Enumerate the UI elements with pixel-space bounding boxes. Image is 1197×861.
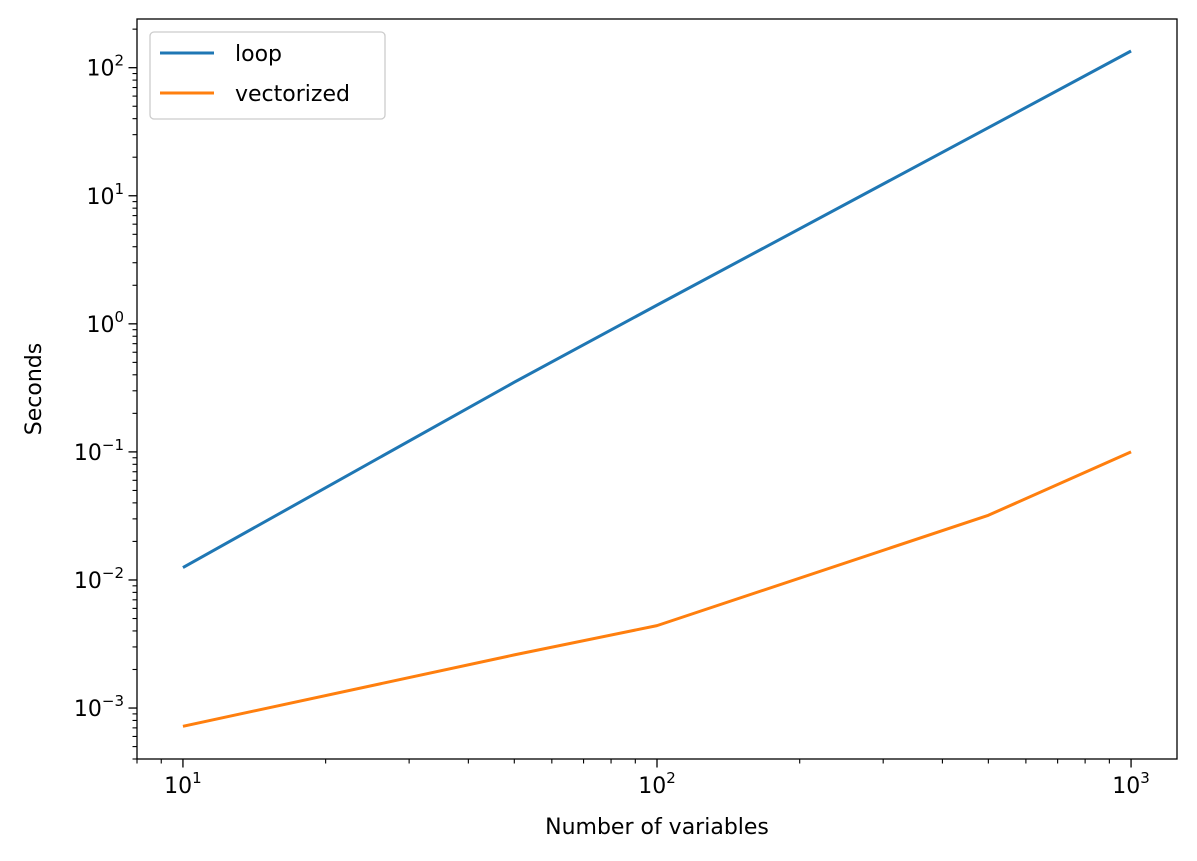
- x-axis: 101 102 103: [136, 759, 1150, 799]
- x-tick-label: 101: [164, 769, 202, 799]
- y-tick-label: 10−1: [74, 436, 124, 466]
- legend-label-vectorized: vectorized: [235, 82, 350, 107]
- x-axis-label: Number of variables: [545, 815, 769, 840]
- y-tick-label: 102: [86, 52, 124, 82]
- y-axis-label: Seconds: [22, 343, 47, 435]
- legend-label-loop: loop: [235, 42, 282, 67]
- y-tick-label: 100: [86, 308, 124, 338]
- x-tick-label: 103: [1112, 769, 1150, 799]
- series-line-vectorized: [182, 450, 1132, 728]
- x-tick-label: 102: [638, 769, 676, 799]
- y-tick-label: 10−3: [74, 692, 124, 722]
- y-tick-label: 101: [86, 180, 124, 210]
- y-tick-label: 10−2: [74, 564, 124, 594]
- series-line-loop: [182, 49, 1132, 569]
- series-layer: [182, 49, 1132, 728]
- legend: loop vectorized: [149, 31, 386, 120]
- y-axis: 10−3 10−2 10−1 100 101 102: [74, 28, 137, 760]
